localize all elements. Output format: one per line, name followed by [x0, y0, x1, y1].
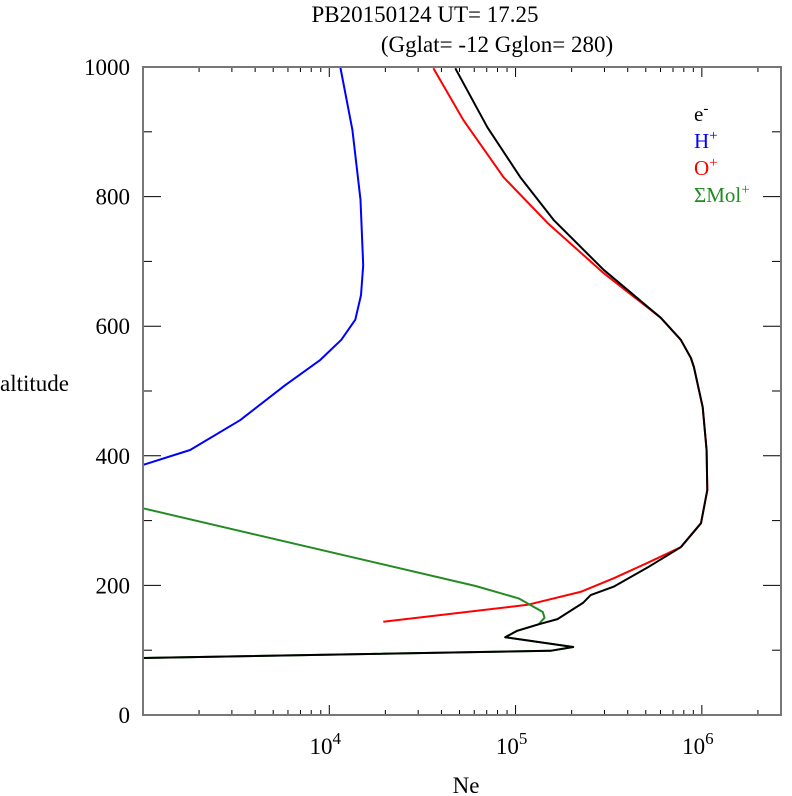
- y-tick-labels: 0 200 400 600 800 1000: [84, 55, 130, 728]
- y-tick-label: 200: [96, 573, 131, 598]
- axis-ticks: [142, 66, 781, 716]
- series-line-o: [383, 67, 709, 623]
- series-line-e: [142, 67, 709, 659]
- x-tick-label: 105: [496, 729, 528, 759]
- y-axis-label: altitude: [0, 371, 69, 396]
- legend: e-H+O+ΣMol+: [694, 101, 750, 207]
- x-tick-label: 106: [682, 729, 714, 759]
- x-tick-label: 104: [310, 729, 342, 759]
- x-axis-label: Ne: [453, 773, 480, 796]
- series-lines: [142, 66, 709, 659]
- chart-title-line-2: (Gglat= -12 Gglon= 280): [381, 32, 613, 57]
- legend-entry: O+: [694, 155, 718, 180]
- y-tick-label: 400: [96, 444, 131, 469]
- plot-frame: [142, 66, 782, 716]
- y-tick-label: 800: [96, 185, 131, 210]
- legend-entry: ΣMol+: [694, 182, 750, 207]
- legend-entry: e-: [694, 101, 708, 126]
- y-tick-label: 1000: [84, 55, 130, 80]
- x-tick-labels: 104 105 106: [310, 729, 714, 759]
- legend-entry: H+: [694, 128, 718, 153]
- y-tick-label: 600: [96, 314, 131, 339]
- y-tick-label: 0: [119, 703, 131, 728]
- series-line-h: [142, 66, 365, 466]
- chart-title-line-1: PB20150124 UT= 17.25: [311, 2, 538, 27]
